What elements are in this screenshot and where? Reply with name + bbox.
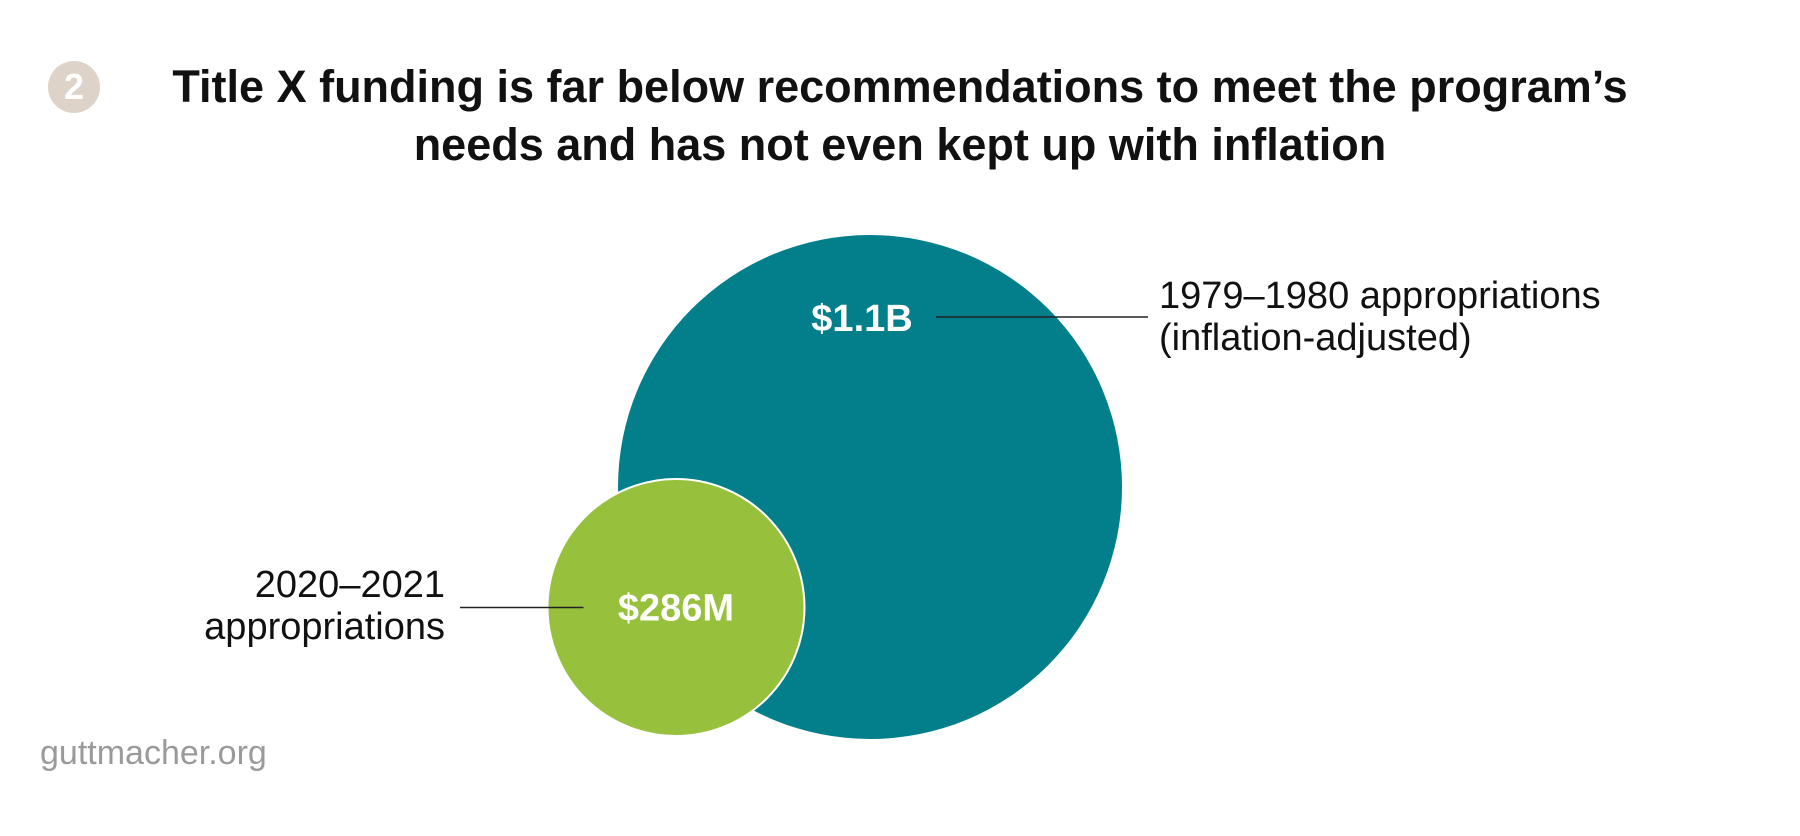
source-credit: guttmacher.org — [40, 734, 267, 772]
value-label-1979-1980: $1.1B — [811, 298, 912, 340]
series-label-2020-2021: 2020–2021 appropriations — [204, 564, 445, 648]
series-label-1979-1980: 1979–1980 appropriations (inflation-adju… — [1159, 275, 1601, 359]
value-label-2020-2021: $286M — [618, 588, 734, 630]
series-label-2020-2021-line-2: appropriations — [204, 606, 445, 648]
chart-title-line-1: Title X funding is far below recommendat… — [172, 61, 1628, 112]
chart-title-line-2: needs and has not even kept up with infl… — [413, 119, 1387, 170]
chart-title: Title X funding is far below recommendat… — [0, 58, 1800, 174]
step-number-badge: 2 — [48, 61, 100, 113]
series-label-1979-1980-line-2: (inflation-adjusted) — [1159, 317, 1472, 359]
series-label-1979-1980-line-1: 1979–1980 appropriations — [1159, 275, 1601, 317]
series-label-2020-2021-line-1: 2020–2021 — [254, 564, 445, 606]
